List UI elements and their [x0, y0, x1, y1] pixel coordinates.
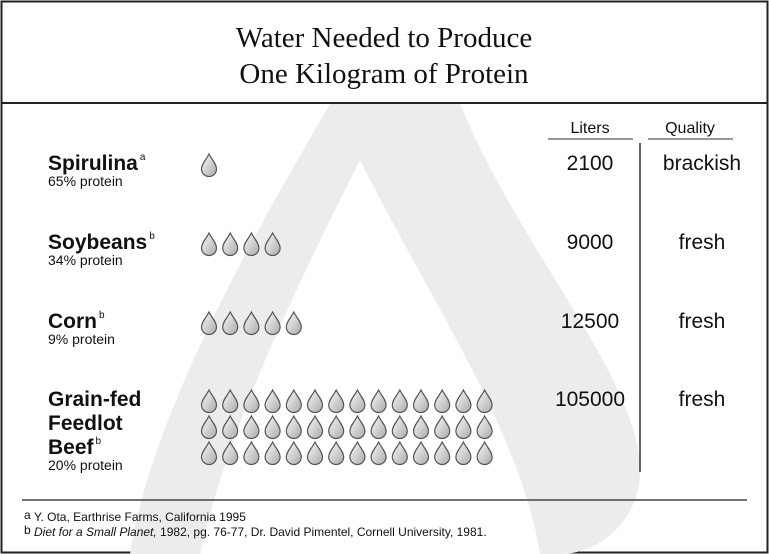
column-header: Liters: [570, 120, 609, 137]
footnote-mark: b: [99, 310, 105, 321]
row-name: Feedlot: [48, 412, 123, 435]
liters: 105000: [555, 388, 625, 411]
chart: Water Needed to Produce One Kilogram of …: [0, 0, 769, 554]
title: Water Needed to Produce: [236, 22, 532, 54]
quality: fresh: [679, 310, 726, 333]
footnote: Y. Ota, Earthrise Farms, California 1995: [34, 510, 246, 524]
row-name: Beef: [48, 436, 95, 459]
row-name: Corn: [48, 310, 97, 333]
protein: 20% protein: [48, 457, 123, 473]
quality: brackish: [663, 152, 741, 175]
footnote-mark: a: [140, 152, 146, 163]
footnote: Diet for a Small Planet, 1982, pg. 76-77…: [34, 525, 487, 539]
protein: 9% protein: [48, 331, 115, 347]
quality: fresh: [679, 388, 726, 411]
liters: 12500: [561, 310, 619, 333]
protein: 65% protein: [48, 173, 123, 189]
row-name: Spirulina: [48, 152, 138, 175]
title: One Kilogram of Protein: [239, 58, 529, 90]
footnote-mark: b: [96, 436, 102, 447]
footnote-title: Diet for a Small Planet,: [34, 525, 157, 539]
liters: 9000: [567, 231, 614, 254]
footnote-mark: b: [24, 523, 31, 537]
quality: fresh: [679, 231, 726, 254]
footnote-text: 1982, pg. 76-77, Dr. David Pimentel, Cor…: [157, 525, 487, 539]
row-name: Soybeans: [48, 231, 147, 254]
row-name: Grain-fed: [48, 388, 141, 411]
footnote-mark: b: [149, 231, 155, 242]
footnote-mark: a: [24, 508, 31, 522]
protein: 34% protein: [48, 252, 123, 268]
column-header: Quality: [665, 120, 715, 137]
liters: 2100: [567, 152, 614, 175]
footnote-text: Y. Ota, Earthrise Farms, California 1995: [34, 510, 246, 524]
